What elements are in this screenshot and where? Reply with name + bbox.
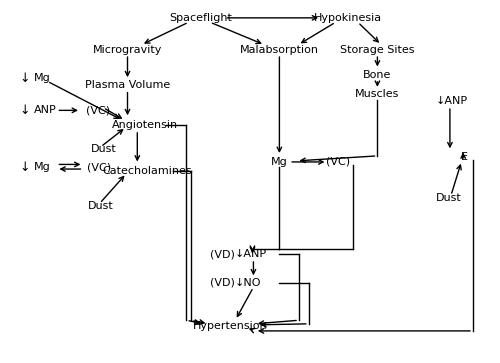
Text: Catecholamines: Catecholamines <box>102 166 192 176</box>
Text: ↓: ↓ <box>20 72 30 85</box>
Text: Dust: Dust <box>88 201 114 211</box>
Text: ANP: ANP <box>34 105 56 115</box>
Text: (VC): (VC) <box>86 105 110 115</box>
Text: Mg: Mg <box>34 162 50 172</box>
Text: Malabsorption: Malabsorption <box>240 45 319 55</box>
Text: E: E <box>460 152 468 162</box>
Text: Bone: Bone <box>363 70 392 80</box>
Text: Microgravity: Microgravity <box>93 45 162 55</box>
Text: Hypokinesia: Hypokinesia <box>314 13 382 23</box>
Text: ↓ANP: ↓ANP <box>436 97 468 106</box>
Text: Muscles: Muscles <box>355 89 400 99</box>
Text: Angiotensin: Angiotensin <box>112 119 178 130</box>
Text: Mg: Mg <box>271 157 288 167</box>
Text: Storage Sites: Storage Sites <box>340 45 414 55</box>
Text: Mg: Mg <box>34 73 50 83</box>
Text: ↓NO: ↓NO <box>234 278 261 288</box>
Text: (VC): (VC) <box>88 162 112 172</box>
Text: ↓: ↓ <box>20 104 30 117</box>
Text: ↓ANP: ↓ANP <box>234 249 266 260</box>
Text: Dust: Dust <box>91 144 116 155</box>
Text: ↓: ↓ <box>20 161 30 174</box>
Text: (VC): (VC) <box>326 157 350 167</box>
Text: (VD): (VD) <box>210 249 234 260</box>
Text: Hypertension: Hypertension <box>193 321 268 331</box>
Text: (VD): (VD) <box>210 278 234 288</box>
Text: Plasma Volume: Plasma Volume <box>85 81 170 90</box>
Text: Spaceflight: Spaceflight <box>170 13 232 23</box>
Text: Dust: Dust <box>436 192 462 203</box>
